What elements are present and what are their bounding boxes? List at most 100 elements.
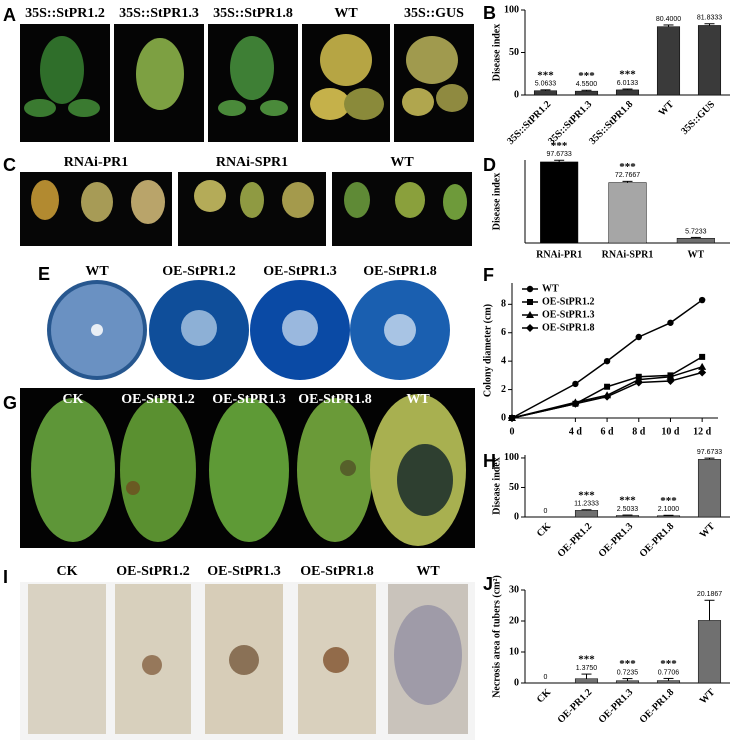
photo-label: 35S::GUS [404,6,464,21]
value-label: 80.4000 [656,16,681,23]
lesion [397,444,453,516]
y-tick-label: 0 [514,511,519,522]
bar [697,459,722,518]
value-label: 2.5033 [617,506,639,513]
significance: *** [537,69,554,81]
series-line [511,299,703,419]
legend-marker [526,324,534,332]
x-tick-label: 35S::GUS [679,99,717,137]
marker [603,357,611,365]
y-tick-label: 0 [501,412,506,423]
leaf [297,398,373,542]
mycelium [394,605,462,705]
x-tick-label: RNAi-PR1 [536,249,582,260]
y-tick-label: 20 [509,615,519,626]
leaf [136,38,184,110]
leaf [120,398,196,542]
significance: *** [619,161,636,173]
leaf [68,99,100,117]
leaf [81,182,113,222]
panel-letter: J [483,574,493,594]
bar [697,620,722,684]
significance: *** [660,658,677,670]
significance: *** [619,495,636,507]
marker [667,319,674,326]
y-tick-label: 6 [501,327,506,338]
marker [572,380,579,388]
legend-label: OE-StPR1.2 [542,296,595,307]
legend-marker [526,311,534,318]
y-axis-label: Necrosis area of tubers (cm²) [491,575,502,698]
x-tick-label: WT [698,521,718,541]
value-label: 0.7235 [617,669,639,676]
leaf [443,184,467,220]
significance: *** [619,69,636,81]
bar [656,515,681,518]
x-tick-label: 10 d [661,426,680,437]
photo-label: OE-StPR1.3 [263,264,337,279]
marker [698,368,707,377]
y-tick-label: 0 [514,677,519,688]
bar [656,26,681,96]
photo-label: OE-StPR1.3 [212,392,286,407]
photo-label: OE-StPR1.3 [207,564,281,579]
marker [604,383,611,390]
y-tick-label: 50 [509,47,519,58]
x-tick-label: RNAi-SPR1 [602,249,654,260]
x-tick-label: CK [535,521,554,540]
x-tick-label: 0 [510,426,515,437]
panel-letter: G [3,393,17,413]
value-label: 4.5500 [576,81,598,88]
bar [533,90,558,96]
x-tick-label: 8 d [632,426,646,437]
tuber-slice [28,584,106,734]
bar [676,237,715,244]
x-tick-label: 12 d [693,426,712,437]
bar [574,678,599,684]
x-tick-label: WT [657,99,677,119]
marker [698,362,707,370]
bar [608,182,647,244]
leaf [402,88,434,116]
photo-label: 35S::StPR1.2 [25,6,105,21]
legend-marker [527,299,533,305]
marker [698,296,706,304]
value-label: 11.2333 [574,501,599,508]
y-tick-label: 4 [501,355,506,366]
photo-label: CK [63,392,84,407]
panel-letter: D [483,155,496,175]
value-label: 20.1867 [697,591,722,598]
photo-label: WT [406,392,430,407]
significance: *** [578,489,595,501]
value-label: 97.6733 [697,449,722,456]
bar [615,515,640,518]
x-tick-label: 4 d [569,426,583,437]
photo-label: OE-StPR1.8 [298,392,372,407]
series-line [511,371,703,419]
value-label: 0.7706 [658,669,680,676]
panel-letter: E [38,264,50,284]
leaf [31,398,115,542]
x-tick-label: OE-PR1.8 [638,521,677,560]
leaf [260,100,288,116]
lesion [323,647,349,673]
significance: *** [578,70,595,82]
leaf [240,182,264,218]
x-tick-label: 35S::StPR1.8 [587,99,635,147]
y-tick-label: 10 [509,646,519,657]
photo-label: OE-StPR1.2 [121,392,195,407]
bar [615,680,640,684]
marker [666,377,675,386]
leaf [320,34,372,86]
marker [666,372,675,380]
leaf [209,398,289,542]
value-label: 97.6733 [547,151,572,158]
value-label: 1.3750 [576,665,598,672]
leaf [344,182,370,218]
x-tick-label: CK [535,687,554,706]
panel-letter: B [483,3,496,23]
photo-label: WT [390,155,414,170]
leaf [31,180,59,220]
photo-label: OE-StPR1.8 [363,264,437,279]
